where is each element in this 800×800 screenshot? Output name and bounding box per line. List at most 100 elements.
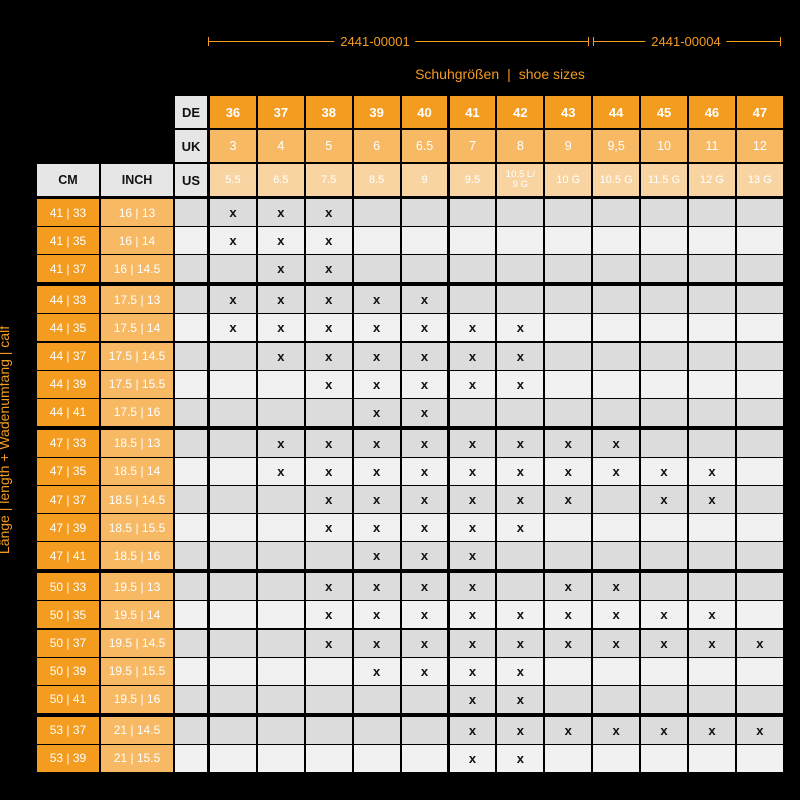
empty-cell <box>689 685 735 713</box>
fit-mark: x <box>305 314 352 342</box>
fit-mark: x <box>497 370 544 398</box>
cm-cell: 41 | 35 <box>37 227 99 255</box>
fit-mark: x <box>353 457 400 485</box>
fit-mark: x <box>449 601 496 629</box>
size-de: 42 <box>497 96 544 128</box>
inch-cell: 17.5 | 14.5 <box>101 342 173 370</box>
cm-cell: 50 | 39 <box>37 657 99 685</box>
empty-cell <box>689 573 735 601</box>
empty-cell <box>353 255 400 283</box>
inch-cell: 17.5 | 14 <box>101 314 173 342</box>
group-separator <box>37 569 781 572</box>
empty-cell <box>641 685 687 713</box>
size-de: 41 <box>449 96 496 128</box>
empty-cell <box>353 199 400 227</box>
row-label-uk: UK <box>175 130 207 162</box>
empty-cell <box>497 255 544 283</box>
fit-mark: x <box>305 601 352 629</box>
fit-mark: x <box>593 716 640 744</box>
empty-cell <box>689 342 735 370</box>
fit-mark: x <box>545 629 592 657</box>
spacer-cell <box>175 227 207 255</box>
empty-cell <box>210 716 256 744</box>
inch-cell: 18.5 | 13 <box>101 429 173 457</box>
fit-mark: x <box>401 486 448 514</box>
fit-mark: x <box>497 601 544 629</box>
empty-cell <box>593 314 640 342</box>
group-separator <box>37 425 781 428</box>
fit-mark: x <box>305 227 352 255</box>
fit-mark: x <box>353 514 400 542</box>
empty-cell <box>736 542 783 570</box>
empty-cell <box>593 342 640 370</box>
empty-cell <box>641 573 687 601</box>
empty-cell <box>736 514 783 542</box>
size-us: 10 G <box>545 164 592 196</box>
inch-cell: 19.5 | 16 <box>101 685 173 713</box>
fit-mark: x <box>497 514 544 542</box>
spacer-cell <box>175 398 207 426</box>
empty-cell <box>257 629 304 657</box>
empty-cell <box>736 286 783 314</box>
cm-cell: 41 | 37 <box>37 255 99 283</box>
empty-cell <box>210 573 256 601</box>
fit-mark: x <box>210 314 256 342</box>
fit-mark: x <box>353 657 400 685</box>
size-uk: 8 <box>497 130 544 162</box>
empty-cell <box>545 342 592 370</box>
fit-mark: x <box>497 657 544 685</box>
size-us: 7.5 <box>305 164 352 196</box>
fit-mark: x <box>353 429 400 457</box>
fit-mark: x <box>641 601 687 629</box>
empty-cell <box>736 370 783 398</box>
fit-mark: x <box>449 629 496 657</box>
size-uk: 9 <box>545 130 592 162</box>
empty-cell <box>353 744 400 772</box>
fit-mark: x <box>353 370 400 398</box>
empty-cell <box>593 370 640 398</box>
empty-cell <box>545 744 592 772</box>
inch-cell: 18.5 | 16 <box>101 542 173 570</box>
empty-cell <box>449 227 496 255</box>
fit-mark: x <box>449 457 496 485</box>
empty-cell <box>736 486 783 514</box>
empty-cell <box>449 286 496 314</box>
empty-cell <box>736 573 783 601</box>
empty-cell <box>497 573 544 601</box>
fit-mark: x <box>401 342 448 370</box>
size-us: 9 <box>401 164 448 196</box>
fit-mark: x <box>353 573 400 601</box>
empty-cell <box>641 657 687 685</box>
fit-mark: x <box>305 486 352 514</box>
fit-mark: x <box>497 486 544 514</box>
inch-cell: 18.5 | 14 <box>101 457 173 485</box>
empty-cell <box>305 744 352 772</box>
fit-mark: x <box>641 716 687 744</box>
empty-cell <box>497 199 544 227</box>
cm-cell: 47 | 39 <box>37 514 99 542</box>
fit-mark: x <box>449 716 496 744</box>
empty-cell <box>641 398 687 426</box>
empty-cell <box>257 601 304 629</box>
size-uk: 3 <box>210 130 256 162</box>
fit-mark: x <box>257 227 304 255</box>
fit-mark: x <box>401 314 448 342</box>
fit-mark: x <box>401 629 448 657</box>
inch-cell: 19.5 | 15.5 <box>101 657 173 685</box>
size-uk: 6.5 <box>401 130 448 162</box>
empty-cell <box>689 657 735 685</box>
empty-cell <box>689 227 735 255</box>
empty-cell <box>545 227 592 255</box>
empty-cell <box>641 314 687 342</box>
empty-cell <box>257 486 304 514</box>
cm-cell: 47 | 41 <box>37 542 99 570</box>
fit-mark: x <box>257 457 304 485</box>
empty-cell <box>689 286 735 314</box>
bracket-tick <box>588 37 589 46</box>
empty-cell <box>210 514 256 542</box>
fit-mark: x <box>449 573 496 601</box>
empty-cell <box>497 398 544 426</box>
fit-mark: x <box>545 716 592 744</box>
empty-cell <box>736 601 783 629</box>
fit-mark: x <box>353 342 400 370</box>
